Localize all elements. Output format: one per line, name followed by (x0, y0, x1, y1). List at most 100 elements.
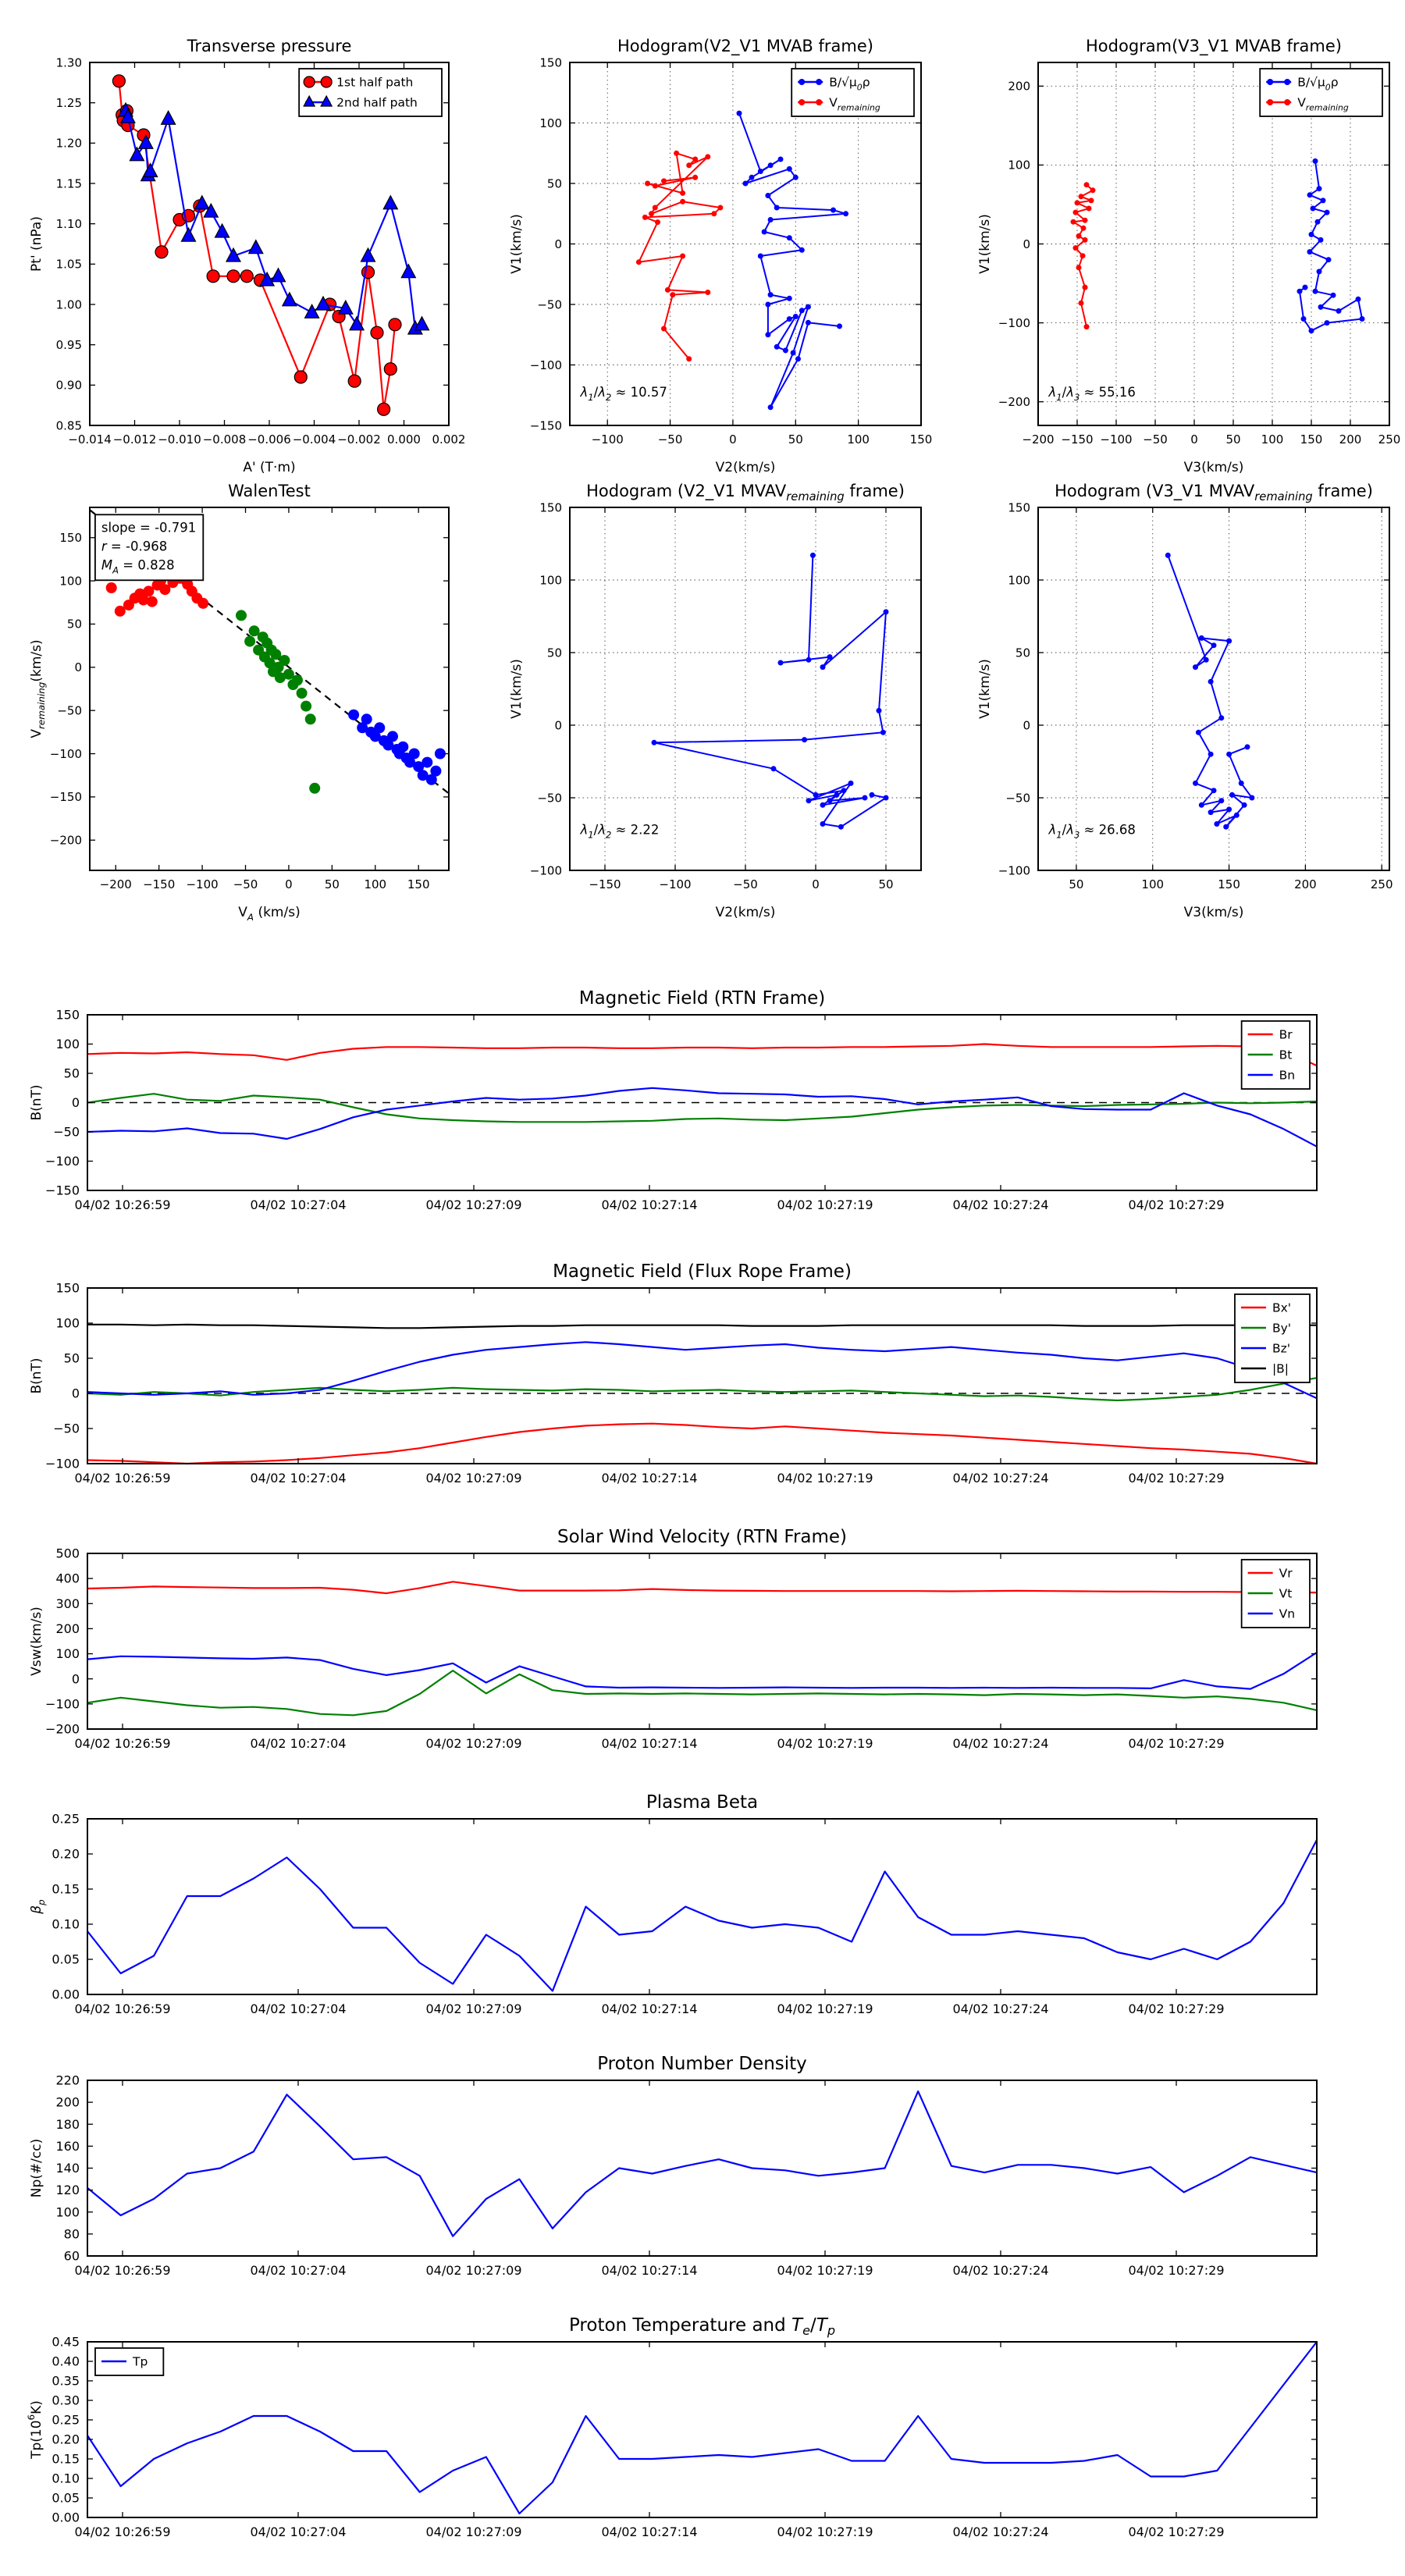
c6-svg: 50 100 150 200 250 −100 −50 0 50 100 150 Hodogram (… (977, 482, 1393, 920)
y-tick-label: −150 (530, 418, 562, 432)
marker-dot (841, 788, 847, 794)
marker-dot (680, 253, 686, 259)
marker-triangle (129, 146, 145, 162)
y-tick-label: 120 (55, 2183, 80, 2197)
ts5-svg: 04/02 10:26:59 04/02 10:27:04 04/02 10:27:… (29, 2054, 1318, 2278)
x-tick-label: −50 (233, 877, 258, 891)
x-tick-label: 04/02 10:26:59 (74, 2001, 170, 2016)
marker-dot (767, 217, 774, 222)
series-line (87, 1839, 1318, 1992)
marker-point (283, 668, 294, 680)
marker-triangle (203, 202, 219, 218)
x-tick-label: 04/02 10:27:09 (425, 2524, 521, 2539)
series-line (653, 555, 887, 828)
marker-dot (1076, 233, 1082, 239)
x-tick-label: 100 (1261, 432, 1284, 447)
chart-vsw-rtn: 04/02 10:26:59 04/02 10:27:04 04/02 10:27:… (23, 1522, 1405, 1764)
marker-dot (805, 304, 811, 310)
marker-triangle (382, 194, 399, 210)
marker-dot (1308, 231, 1314, 237)
series-line (738, 112, 847, 408)
x-axis-label: V3(km/s) (1184, 905, 1244, 920)
marker-dot (1324, 320, 1330, 326)
marker-dot (1074, 200, 1080, 206)
marker-dot (686, 162, 692, 169)
y-tick-label: 180 (55, 2117, 80, 2132)
annotation: λ1/λ2 ≈ 2.22 (580, 823, 660, 841)
legend-label: Bz' (1272, 1342, 1290, 1356)
y-tick-label: −150 (45, 1183, 80, 1198)
marker-dot (837, 323, 842, 329)
x-axis-label: V2(km/s) (716, 460, 776, 475)
marker-dot (792, 174, 799, 180)
y-tick-label: 1.05 (56, 258, 82, 272)
y-tick-label: 0.10 (52, 2471, 80, 2486)
x-tick-label: 04/02 10:27:19 (777, 2263, 873, 2278)
y-tick-label: 150 (539, 500, 562, 514)
x-tick-label: 04/02 10:27:04 (250, 1471, 346, 1485)
marker-dot (774, 343, 780, 350)
y-tick-label: −100 (45, 1696, 80, 1711)
y-tick-label: −200 (998, 395, 1030, 409)
marker-point (159, 584, 171, 596)
x-tick-label: 150 (910, 432, 933, 447)
x-tick-label: 04/02 10:27:29 (1128, 2001, 1224, 2016)
x-tick-label: 150 (407, 877, 430, 891)
marker-dot (705, 154, 711, 160)
series-line (87, 1093, 1318, 1123)
legend-label: |B| (1272, 1362, 1289, 1376)
marker-dot (792, 314, 799, 319)
marker-dot (765, 193, 771, 198)
chart-title: Solar Wind Velocity (RTN Frame) (557, 1527, 847, 1547)
marker-point (244, 635, 256, 647)
series-line (1299, 161, 1363, 332)
x-tick-label: 04/02 10:27:14 (601, 2263, 697, 2278)
marker-circle (226, 269, 240, 283)
marker-dot (635, 259, 642, 265)
marker-circle (320, 76, 333, 88)
marker-dot (1284, 99, 1291, 105)
x-axis-label: VA (km/s) (238, 905, 300, 923)
marker-dot (1072, 245, 1079, 251)
marker-dot (649, 211, 654, 217)
marker-dot (848, 780, 854, 786)
y-tick-label: 200 (55, 1621, 80, 1636)
annotation: λ1/λ3 ≈ 55.16 (1048, 385, 1136, 403)
legend-label: Vremaining​ (1297, 96, 1349, 113)
y-tick-label: −50 (537, 791, 562, 805)
x-tick-label: 04/02 10:27:29 (1128, 1197, 1224, 1212)
marker-dot (680, 190, 686, 196)
annotation: λ1/λ3 ≈ 26.68 (1048, 823, 1136, 841)
marker-triangle (226, 247, 241, 262)
marker-dot (1320, 197, 1326, 204)
marker-dot (1203, 656, 1209, 663)
marker-dot (1359, 316, 1365, 322)
marker-dot (1314, 219, 1321, 225)
chart-title: Magnetic Field (Flux Rope Frame) (553, 1261, 852, 1282)
x-tick-label: 04/02 10:27:09 (425, 2001, 521, 2016)
x-tick-label: 0.002 (432, 432, 464, 447)
legend-label: Tp (132, 2355, 148, 2369)
y-tick-label: 0.25 (52, 2413, 80, 2428)
marker-dot (1308, 328, 1314, 334)
marker-dot (652, 183, 658, 189)
chart-walen-test: −200 −150 −100 −50 0 50 100 150 −200 −150 −100 −50 0… (23, 472, 464, 931)
marker-dot (838, 824, 844, 830)
marker-dot (1355, 296, 1361, 302)
marker-dot (774, 205, 780, 211)
marker-point (404, 756, 416, 768)
x-tick-label: 50 (1225, 432, 1240, 447)
marker-dot (1195, 729, 1201, 735)
marker-point (279, 655, 290, 666)
marker-dot (1088, 197, 1094, 204)
legend-label: 1st half path (336, 76, 413, 90)
series-line (638, 152, 721, 360)
marker-dot (1312, 158, 1318, 164)
plot-frame (87, 2341, 1318, 2518)
marker-point (397, 741, 409, 753)
y-tick-label: −100 (998, 863, 1030, 877)
y-tick-label: 0.10 (52, 1917, 80, 1932)
y-tick-label: 100 (1008, 573, 1030, 587)
plot-frame (87, 2080, 1318, 2257)
x-tick-label: 04/02 10:27:24 (952, 1736, 1048, 1751)
